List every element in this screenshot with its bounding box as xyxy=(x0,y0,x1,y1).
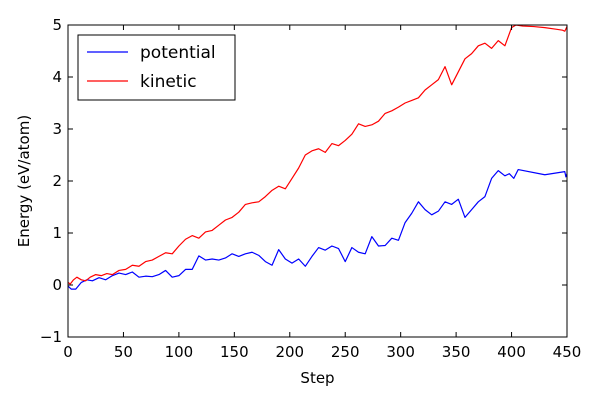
y-tick-label: 4 xyxy=(52,68,62,86)
y-tick-label: 5 xyxy=(52,16,62,34)
x-axis-label: Step xyxy=(300,369,334,387)
legend-label-kinetic: kinetic xyxy=(140,72,197,92)
x-tick-label: 450 xyxy=(553,343,582,361)
legend-box xyxy=(77,34,236,101)
legend-label-potential: potential xyxy=(140,43,216,63)
y-tick-label: 2 xyxy=(52,172,62,190)
x-tick-label: 50 xyxy=(114,343,133,361)
axis-ticks xyxy=(67,24,568,338)
x-tick-label: 250 xyxy=(331,343,360,361)
x-tick-label: 300 xyxy=(386,343,415,361)
y-tick-label: −1 xyxy=(40,328,62,346)
x-tick-label: 100 xyxy=(165,343,194,361)
y-axis-label: Energy (eV/atom) xyxy=(15,115,33,247)
x-tick-label: 350 xyxy=(442,343,471,361)
x-tick-label: 200 xyxy=(275,343,304,361)
y-tick-label: 0 xyxy=(52,276,62,294)
series-line-kinetic xyxy=(68,25,567,285)
x-tick-label: 150 xyxy=(220,343,249,361)
series-line-potential xyxy=(68,168,567,290)
x-tick-label: 400 xyxy=(497,343,526,361)
legend: potential kinetic xyxy=(77,34,236,101)
series-lines xyxy=(68,25,567,290)
x-tick-label: 0 xyxy=(63,343,73,361)
y-tick-label: 1 xyxy=(52,224,62,242)
y-tick-label: 3 xyxy=(52,120,62,138)
